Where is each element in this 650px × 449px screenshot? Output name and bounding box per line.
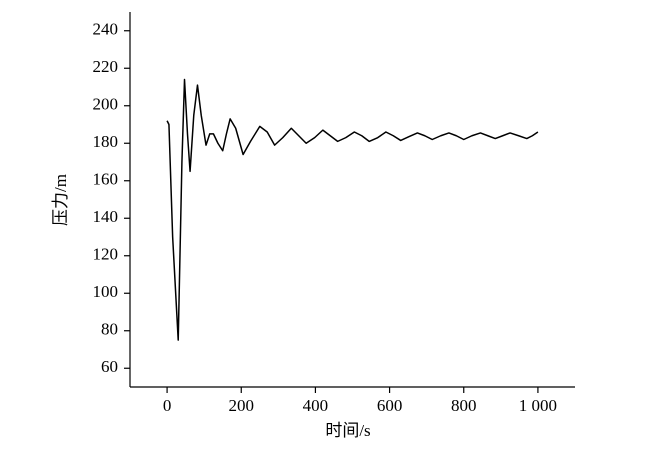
y-tick-label: 60 (101, 357, 118, 376)
y-tick-label: 200 (93, 95, 119, 114)
y-tick-label: 160 (93, 170, 119, 189)
y-tick-label: 140 (93, 207, 119, 226)
x-axis-label: 时间/s (325, 421, 370, 440)
y-axis-label: 压力/m (51, 174, 70, 226)
y-tick-label: 240 (93, 20, 119, 39)
y-tick-label: 80 (101, 320, 118, 339)
x-tick-label: 1 000 (519, 396, 557, 415)
y-tick-label: 180 (93, 132, 119, 151)
y-tick-label: 120 (93, 245, 119, 264)
x-tick-label: 400 (303, 396, 329, 415)
x-tick-label: 0 (163, 396, 172, 415)
line-series (166, 78, 539, 341)
y-tick-label: 100 (93, 282, 119, 301)
y-tick-label: 220 (93, 57, 119, 76)
x-tick-label: 800 (451, 396, 477, 415)
x-tick-label: 200 (229, 396, 255, 415)
x-tick-label: 600 (377, 396, 403, 415)
